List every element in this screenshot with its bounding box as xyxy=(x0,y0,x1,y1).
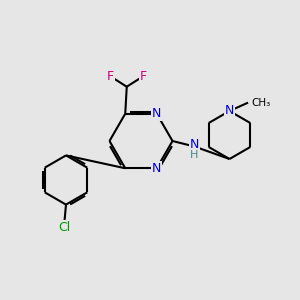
Text: F: F xyxy=(140,70,147,83)
Text: N: N xyxy=(190,137,199,151)
Text: CH₃: CH₃ xyxy=(252,98,271,108)
Text: Cl: Cl xyxy=(58,221,70,234)
Text: N: N xyxy=(152,107,161,120)
Text: N: N xyxy=(225,104,234,118)
Text: H: H xyxy=(190,150,199,161)
Text: F: F xyxy=(107,70,114,83)
Text: N: N xyxy=(152,162,161,175)
